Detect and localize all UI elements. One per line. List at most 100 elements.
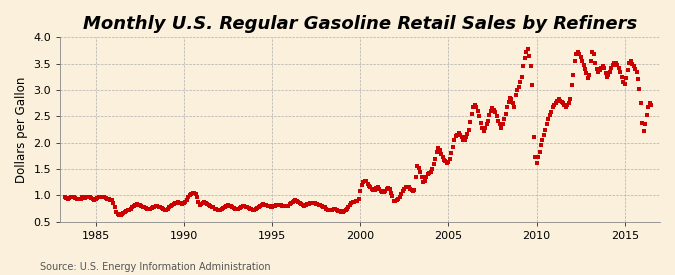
Point xyxy=(305,201,316,205)
Point xyxy=(98,195,109,200)
Point xyxy=(183,195,194,200)
Point xyxy=(194,203,205,208)
Point xyxy=(308,200,319,205)
Point xyxy=(118,211,129,215)
Point xyxy=(76,196,86,201)
Point xyxy=(221,204,232,208)
Point xyxy=(212,207,223,212)
Point xyxy=(92,196,103,200)
Point xyxy=(443,160,454,164)
Point xyxy=(540,127,551,132)
Point xyxy=(130,203,140,207)
Point xyxy=(561,105,572,109)
Point xyxy=(360,178,371,183)
Point xyxy=(562,103,573,107)
Point xyxy=(364,184,375,188)
Point xyxy=(138,205,149,210)
Point xyxy=(587,50,598,54)
Point xyxy=(380,189,391,193)
Point xyxy=(496,126,507,130)
Title: Monthly U.S. Regular Gasoline Retail Sales by Refiners: Monthly U.S. Regular Gasoline Retail Sal… xyxy=(83,15,637,33)
Point xyxy=(263,204,274,209)
Point xyxy=(344,203,355,207)
Point xyxy=(610,60,621,65)
Point xyxy=(223,203,234,208)
Point xyxy=(448,145,458,149)
Point xyxy=(151,204,161,209)
Point xyxy=(80,196,90,200)
Point xyxy=(606,66,617,70)
Point xyxy=(283,204,294,208)
Point xyxy=(570,59,580,63)
Point xyxy=(369,187,380,192)
Point xyxy=(512,88,523,92)
Point xyxy=(620,81,630,86)
Point xyxy=(236,205,246,209)
Point xyxy=(318,205,329,209)
Point xyxy=(167,203,178,207)
Point xyxy=(103,197,114,201)
Point xyxy=(522,47,533,51)
Point xyxy=(187,191,198,195)
Point xyxy=(165,204,176,209)
Point xyxy=(228,206,239,210)
Point xyxy=(485,109,496,113)
Point xyxy=(524,54,535,58)
Point xyxy=(198,200,209,205)
Point xyxy=(631,69,642,74)
Point xyxy=(321,206,331,211)
Point xyxy=(412,164,423,169)
Point xyxy=(329,207,340,211)
Point xyxy=(559,103,570,107)
Point xyxy=(544,113,555,117)
Point xyxy=(109,205,120,209)
Point xyxy=(84,195,95,200)
Point xyxy=(605,69,616,74)
Point xyxy=(159,208,170,212)
Point xyxy=(137,205,148,209)
Point xyxy=(78,195,89,200)
Point xyxy=(258,202,269,207)
Point xyxy=(550,101,561,105)
Point xyxy=(275,203,286,208)
Point xyxy=(551,98,562,103)
Point xyxy=(124,207,135,212)
Point xyxy=(430,156,441,161)
Point xyxy=(306,200,317,205)
Point xyxy=(554,97,564,102)
Point xyxy=(331,207,342,212)
Point xyxy=(343,205,354,209)
Point xyxy=(289,199,300,203)
Point xyxy=(490,110,501,114)
Point xyxy=(636,101,647,105)
Point xyxy=(205,204,215,208)
Point xyxy=(319,205,330,210)
Point xyxy=(478,129,489,133)
Point xyxy=(300,203,311,208)
Point xyxy=(299,204,310,208)
Point xyxy=(419,178,430,183)
Point xyxy=(309,201,320,205)
Point xyxy=(543,117,554,121)
Point xyxy=(525,64,536,68)
Point xyxy=(126,206,136,211)
Point xyxy=(410,175,421,179)
Point xyxy=(564,101,574,105)
Point xyxy=(377,189,387,194)
Point xyxy=(534,150,545,154)
Point xyxy=(502,105,512,109)
Point xyxy=(625,59,636,63)
Point xyxy=(262,204,273,208)
Point xyxy=(211,207,221,211)
Point xyxy=(153,205,164,209)
Point xyxy=(246,207,256,211)
Point xyxy=(398,189,408,193)
Point xyxy=(335,210,346,214)
Point xyxy=(346,201,357,205)
Point xyxy=(531,161,542,165)
Point xyxy=(162,206,173,211)
Point xyxy=(466,112,477,116)
Point xyxy=(464,127,475,132)
Point xyxy=(193,200,204,204)
Point xyxy=(472,109,483,113)
